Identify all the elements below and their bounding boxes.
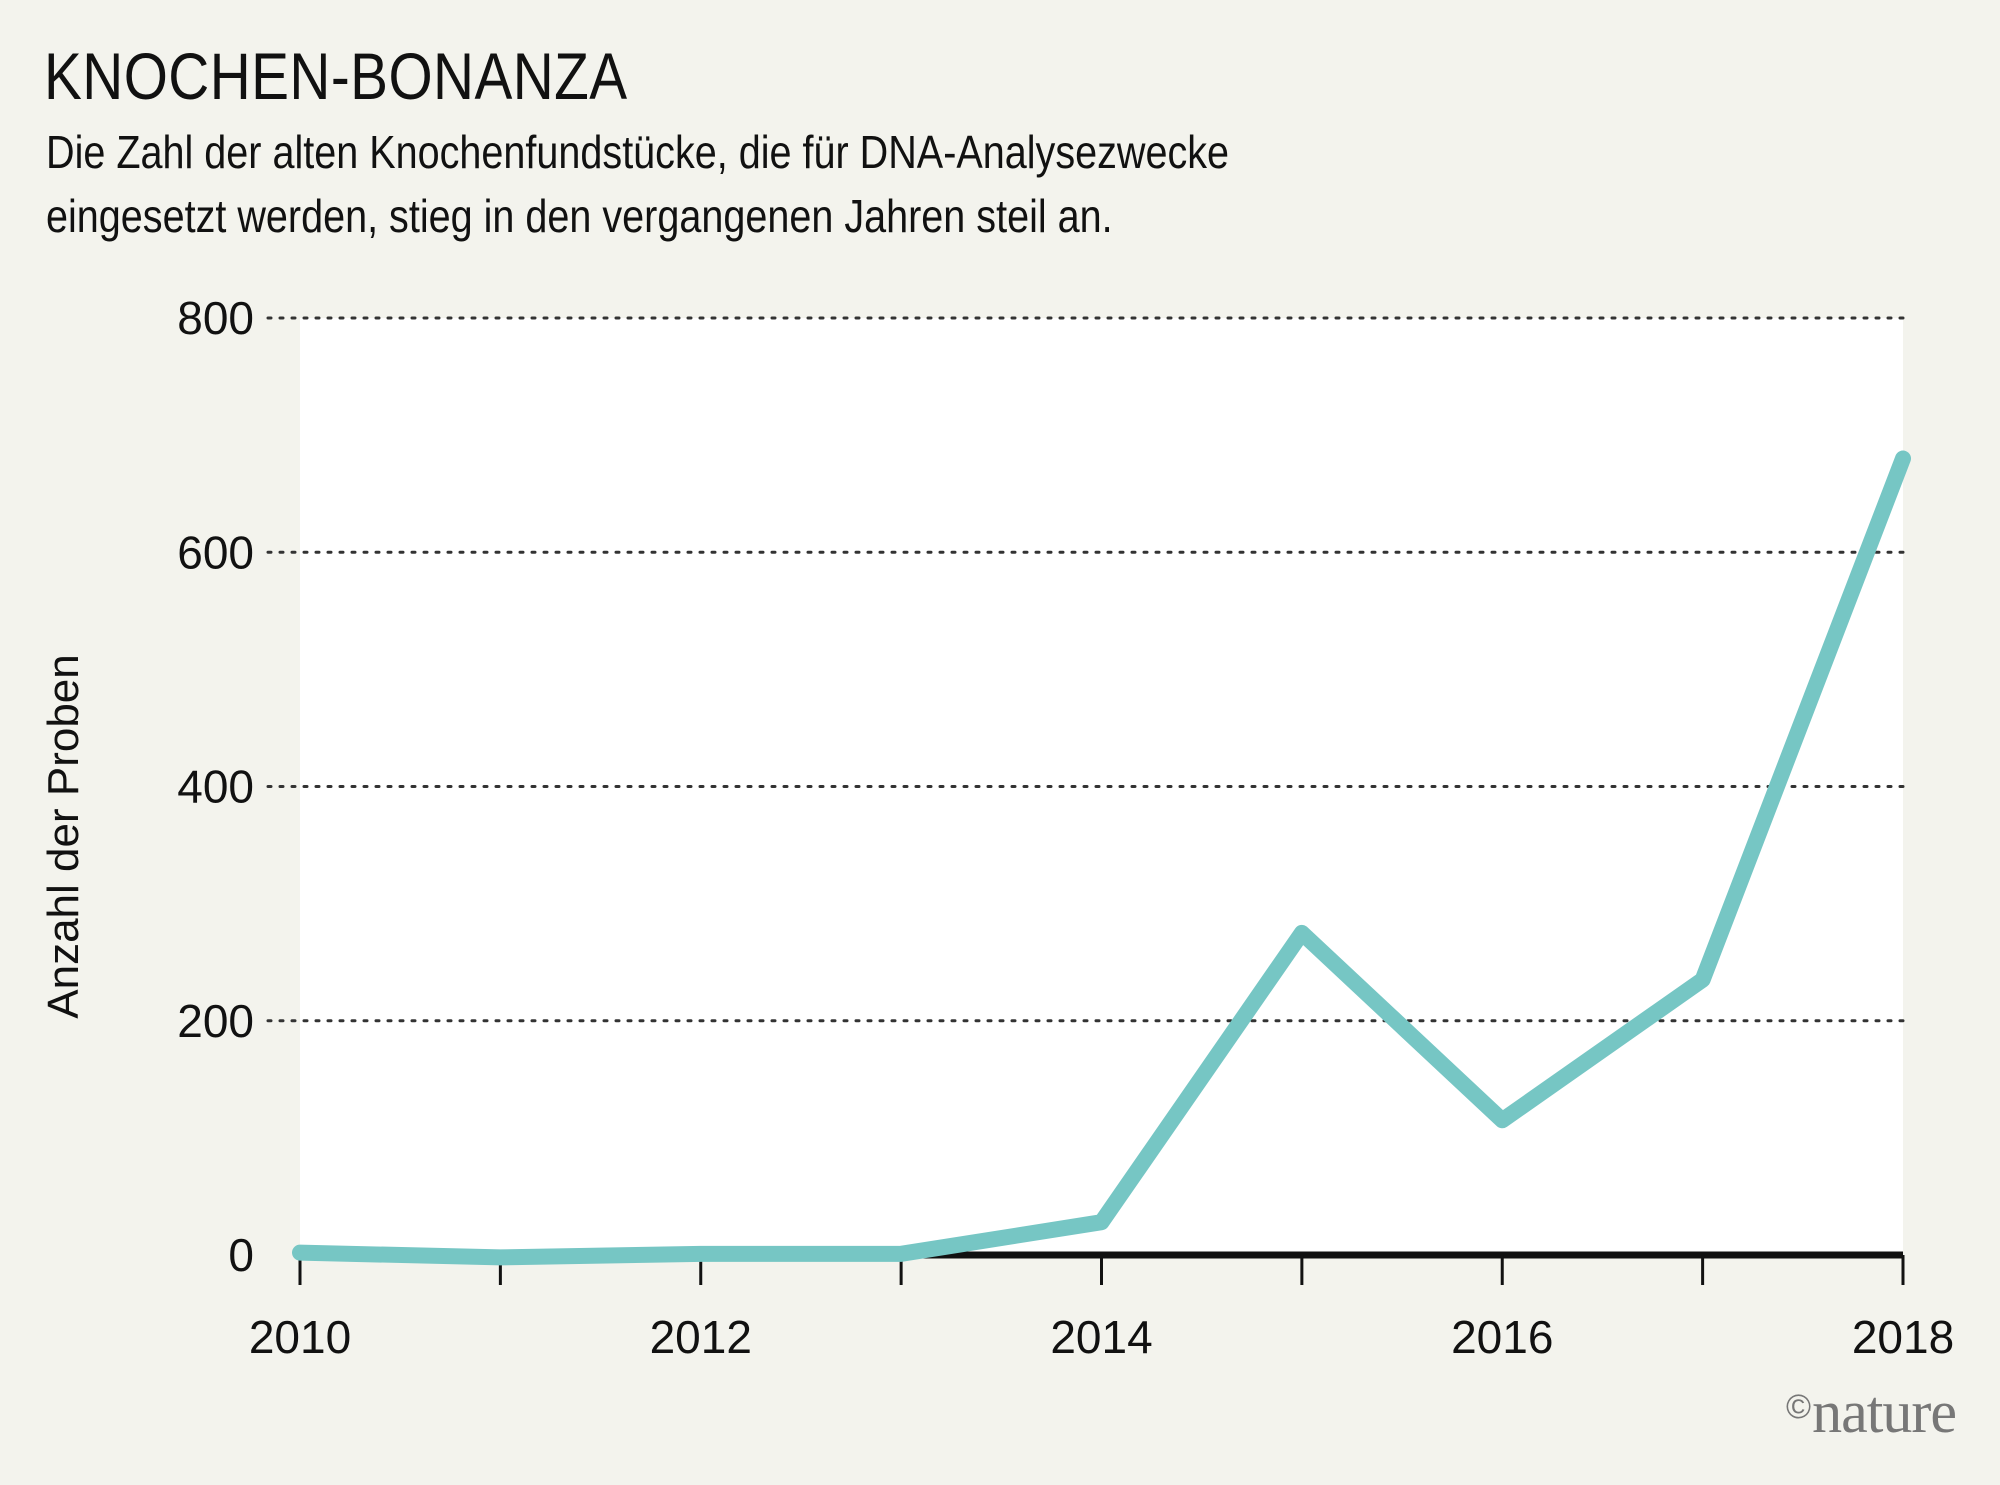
x-tick-label-2016: 2016 [1451,1311,1553,1363]
series-line-1 [292,450,1911,1266]
y-tick-label-400: 400 [177,761,254,813]
chart-title: KNOCHEN-BONANZA [44,39,628,113]
y-tick-label-800: 800 [177,292,254,344]
nature-logo: nature [1812,1379,1957,1445]
x-tick-label-2012: 2012 [650,1311,752,1363]
y-tick-label-200: 200 [177,995,254,1047]
subtitle-line-1: Die Zahl der alten Knochenfundstücke, di… [46,126,1230,178]
subtitle-line-2: eingesetzt werden, stieg in den vergange… [46,190,1113,242]
series-group [292,450,1911,1266]
nature-credit: ©nature [1786,1378,1957,1447]
chart-subtitle: Die Zahl der alten Knochenfundstücke, di… [46,120,1508,248]
x-tick-label-2018: 2018 [1852,1311,1954,1363]
copyright-symbol: © [1786,1388,1811,1426]
x-axis-ticks: 2010 2012 2014 2016 2018 [249,1255,1954,1363]
x-tick-label-2010: 2010 [249,1311,351,1363]
y-tick-label-600: 600 [177,526,254,578]
gridlines [266,316,1905,1023]
y-tick-label-0: 0 [228,1229,254,1281]
x-tick-label-2014: 2014 [1050,1311,1152,1363]
y-axis-title: Anzahl der Proben [39,654,88,1018]
y-axis-ticks: 0 200 400 600 800 [177,292,254,1281]
